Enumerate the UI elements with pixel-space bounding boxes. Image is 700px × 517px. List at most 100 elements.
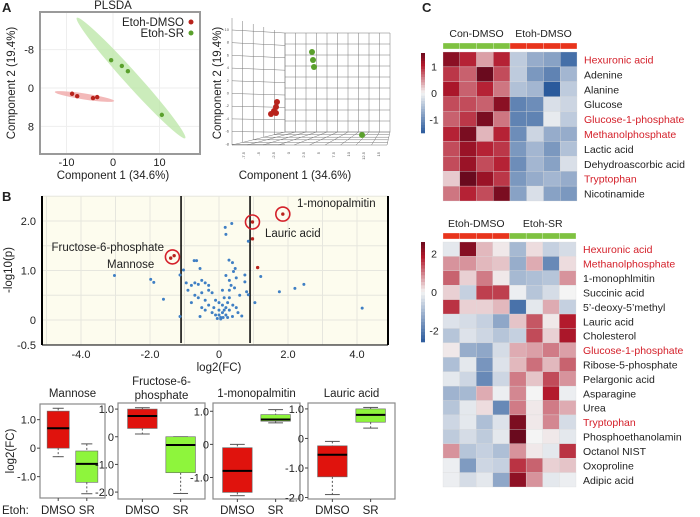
heatmap-cell	[526, 126, 544, 142]
data-point	[277, 290, 281, 294]
colorbar-segment	[421, 278, 425, 283]
colorbar-segment	[421, 103, 425, 107]
heatmap-cell	[509, 458, 527, 473]
heatmap-cell	[442, 141, 460, 157]
heatmap-cell	[542, 256, 560, 271]
data-point	[222, 296, 226, 300]
heatmap-cell	[492, 414, 510, 430]
box	[317, 445, 348, 478]
heatmap-cell	[459, 328, 477, 344]
heatmap-cell	[442, 429, 460, 444]
heatmap-cell	[476, 185, 494, 202]
heatmap-cell	[559, 385, 577, 401]
heatmap-cell	[492, 357, 510, 372]
colorbar-tick-label: 0	[431, 88, 437, 100]
colorbar-segment	[421, 252, 425, 256]
colorbar-segment	[421, 125, 425, 128]
grid-line	[231, 131, 286, 146]
heatmap-cell	[509, 414, 527, 430]
heatmap-cell	[459, 171, 477, 187]
heatmap-cell	[543, 96, 561, 112]
data-point	[236, 311, 240, 315]
heatmap-cell	[559, 400, 577, 416]
x-tick-label: 2.0	[280, 349, 295, 361]
row-label: Methanolphosphate	[584, 129, 676, 141]
heatmap-cell	[509, 443, 527, 459]
data-point	[186, 288, 190, 292]
box	[75, 450, 99, 483]
colorbar-segment	[421, 338, 425, 343]
heatmap-cell	[560, 111, 578, 127]
box-plot-title: Fructose-6-	[132, 376, 191, 388]
heatmap-cell	[476, 285, 494, 300]
colorbar-segment	[421, 265, 425, 269]
x-tick-label: 10	[346, 151, 351, 156]
data-point	[238, 293, 242, 297]
colorbar-segment	[421, 248, 425, 253]
heatmap-2: Etoh-DMSO Etoh-SR Hexuronic acid Methanolph…	[421, 218, 684, 488]
heatmap-cell	[509, 299, 527, 315]
data-point	[149, 277, 153, 281]
data-point	[231, 303, 235, 307]
heatmap-cell	[509, 328, 527, 344]
heatmap-cell	[542, 371, 560, 387]
heatmap-cell	[542, 443, 560, 459]
heatmap-cell	[509, 141, 527, 157]
data-point	[181, 268, 185, 272]
heatmap-cell	[525, 270, 543, 286]
y-tick-label: 1.0	[194, 406, 209, 418]
heatmap-cell	[526, 171, 544, 187]
panel-label-c: C	[422, 0, 432, 15]
row-label: Glucose	[584, 99, 623, 111]
group-color-bar	[559, 232, 577, 240]
plsda-3d-plot: 10 8 6 4 2 0 -2 -4 -6 -8 -7.5 -5 -2.5 0 2.5 5 7.5 10 12.5 1…	[212, 18, 391, 182]
row-label: Phosphoethanolamin	[583, 432, 682, 444]
x-axis-label: Component 1 (34.6%)	[239, 170, 352, 182]
row-label: Lactic acid	[584, 144, 634, 156]
colorbar-segment	[421, 272, 425, 276]
x-tick-label: 15	[376, 151, 381, 156]
heatmap-cell	[493, 111, 511, 127]
data-point	[69, 91, 75, 96]
heatmap-cell	[509, 111, 527, 127]
y-tick-label: 0	[30, 315, 36, 327]
group-prefix-label: Etoh:	[2, 505, 29, 517]
heatmap-cell	[476, 270, 494, 286]
heatmap-cell	[509, 357, 527, 372]
y-tick-label: 6	[227, 52, 230, 57]
y-tick-label: -6	[225, 129, 229, 134]
colorbar-segment	[421, 302, 425, 306]
colorbar-segment	[421, 98, 425, 102]
data-point	[196, 296, 200, 300]
x-tick-label: 0	[286, 151, 291, 154]
heatmap-cell	[459, 126, 477, 142]
heatmap-cell	[559, 371, 577, 387]
colorbar-segment	[421, 262, 425, 266]
heatmap-cell	[559, 313, 577, 329]
colorbar-segment	[421, 55, 425, 59]
data-point	[309, 49, 315, 55]
heatmap-cell	[525, 472, 543, 488]
colorbar-segment	[421, 315, 425, 319]
group-label: SR	[173, 505, 189, 517]
highlighted-point	[281, 212, 285, 216]
heatmap-cell	[476, 171, 494, 187]
heatmap-cell	[442, 313, 460, 329]
heatmap-cell	[559, 285, 577, 300]
group-color-bar	[492, 232, 510, 240]
data-point	[90, 95, 96, 101]
grid-line	[231, 131, 286, 133]
legend-label: Etoh-SR	[141, 28, 184, 40]
legend-marker	[188, 30, 194, 36]
group-label: SR	[363, 505, 379, 517]
highlighted-point	[250, 220, 255, 224]
colorbar-segment	[421, 117, 425, 120]
box	[165, 436, 196, 474]
heatmap-cell	[492, 385, 510, 401]
y-tick-label: 1.0	[289, 404, 304, 416]
heatmap-cell	[442, 458, 460, 473]
group-label: SR	[268, 505, 284, 517]
data-point	[198, 267, 202, 271]
colorbar-segment	[421, 332, 425, 336]
group-label: Con-DMSO	[449, 28, 503, 40]
